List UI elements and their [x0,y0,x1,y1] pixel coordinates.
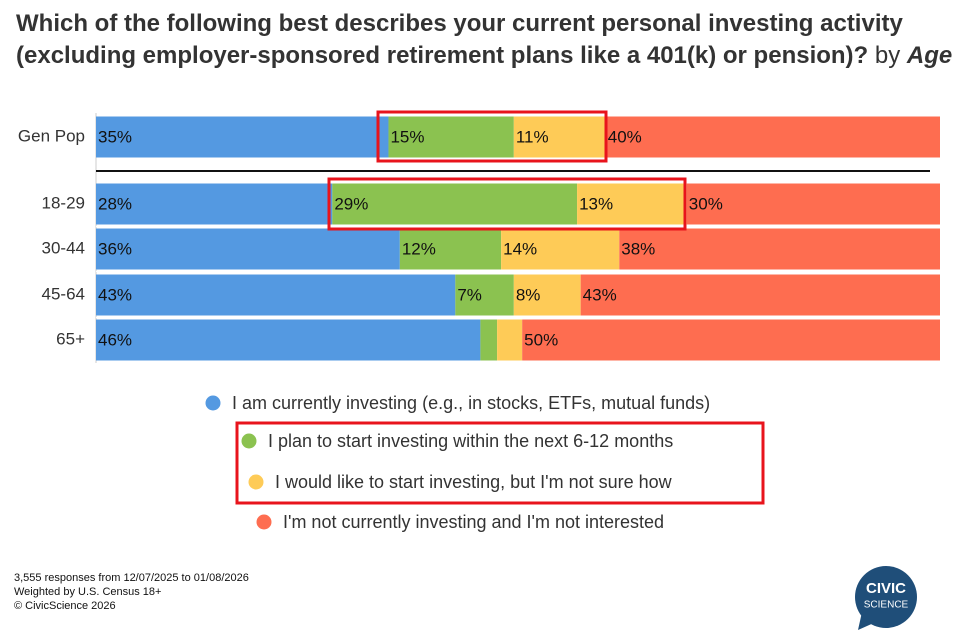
legend-marker [256,514,272,530]
bar-segment [96,183,333,225]
data-label: 50% [524,330,558,349]
y-tick-label: Gen Pop [18,126,85,145]
y-tick-label: 65+ [56,329,85,348]
data-label: 15% [390,127,424,146]
data-label: 7% [457,285,482,304]
bar-segment [480,319,498,361]
highlight-box [327,177,687,231]
footnote: 3,555 responses from 12/07/2025 to 01/08… [14,572,249,584]
bar-segment [388,116,514,158]
legend-marker [248,474,264,490]
legend-label: I'm not currently investing and I'm not … [283,512,664,532]
bar-segment [522,319,940,361]
bar-segment [455,274,514,316]
title-text: Which of the following best describes yo… [16,10,903,69]
title-group: Age [906,42,953,69]
data-label: 38% [621,239,655,258]
data-label: 35% [98,127,132,146]
legend-highlight [235,421,765,505]
highlight-box [376,110,608,163]
legend-label: I plan to start investing within the nex… [268,431,673,451]
bar-segment [580,274,940,316]
logo-circle [855,566,917,628]
bars: Gen Pop 35% 15% 11% 40% 18-29 28% 29% 13% 30% 30-4… [18,116,940,361]
data-label: 30% [689,194,723,213]
bar-segment [332,183,578,225]
legend: I am currently investing (e.g., in stock… [205,393,710,532]
bar-segment [619,228,940,270]
bar-segment [577,183,687,225]
logo-text: SCIENCE [864,600,909,611]
bar-segment [399,228,502,270]
bar-segment [96,116,389,158]
data-label: 12% [402,239,436,258]
data-label: 29% [334,194,368,213]
bar-segment [686,183,940,225]
logo: CIVIC SCIENCE [855,566,917,630]
data-label: 8% [516,285,541,304]
data-label: 40% [608,127,642,146]
bar-segment [497,319,523,361]
bar-segment [96,228,400,270]
data-label: 36% [98,239,132,258]
bar-segment [96,319,481,361]
data-label: 13% [579,194,613,213]
chart-title: Which of the following best describes yo… [16,8,956,72]
bar-segment [513,274,581,316]
legend-label: I would like to start investing, but I'm… [275,472,673,492]
bar-segment [513,116,606,158]
data-label: 28% [98,194,132,213]
y-tick-label: 30-44 [42,238,85,257]
legend-marker [241,433,257,449]
data-label: 14% [503,239,537,258]
bar-segment [501,228,620,270]
legend-marker [205,395,221,411]
legend-label: I am currently investing (e.g., in stock… [232,393,710,413]
logo-text: CIVIC [866,580,906,597]
bar-segment [605,116,940,158]
footnote: © CivicScience 2026 [14,600,116,612]
data-label: 43% [583,285,617,304]
title-by: by [874,42,901,69]
data-label: 11% [516,127,549,146]
bar-segment [96,274,456,316]
y-tick-label: 18-29 [42,193,85,212]
data-label: 46% [98,330,132,349]
y-tick-label: 45-64 [42,284,85,303]
footnote: Weighted by U.S. Census 18+ [14,586,161,598]
data-label: 43% [98,285,132,304]
